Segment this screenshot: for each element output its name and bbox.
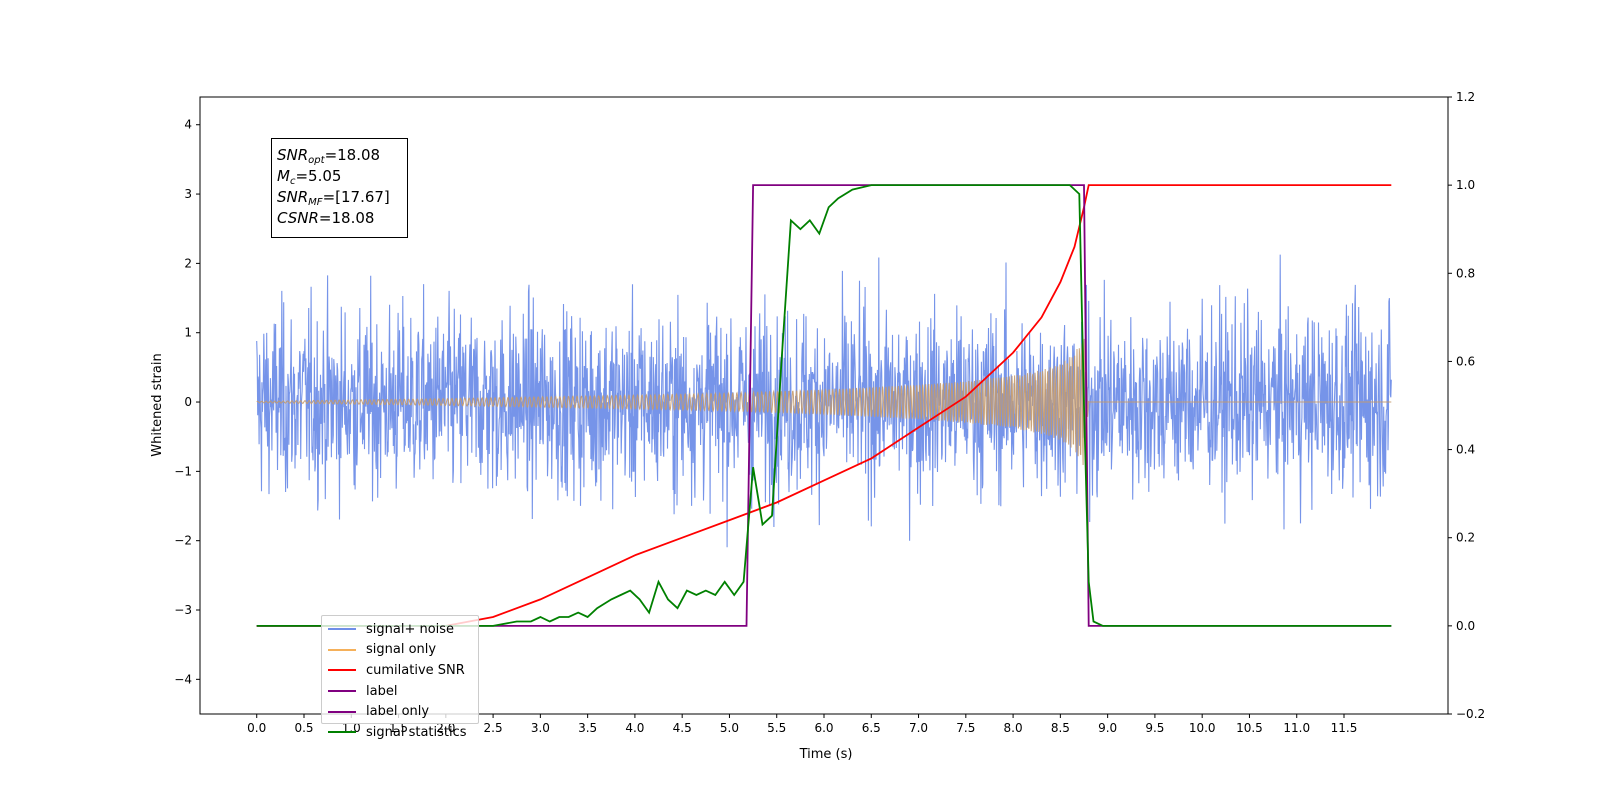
legend-label: signal statistics bbox=[366, 724, 467, 740]
y-left-tick-label: 0 bbox=[184, 395, 192, 409]
x-tick-label: 9.5 bbox=[1145, 721, 1164, 735]
legend-label: signal+ noise bbox=[366, 621, 455, 637]
legend-item-label-only: label only bbox=[328, 701, 472, 722]
x-tick-label: 1.5 bbox=[389, 721, 408, 735]
x-tick-label: 5.0 bbox=[720, 721, 739, 735]
legend-label: signal only bbox=[366, 642, 437, 658]
legend-item-signal-noise: signal+ noise bbox=[328, 619, 472, 640]
legend-item-signal-statistics: signal statistics bbox=[328, 722, 472, 743]
legend-item-signal-only: signal only bbox=[328, 640, 472, 661]
x-tick-label: 8.5 bbox=[1051, 721, 1070, 735]
mc-subscript: c bbox=[289, 176, 296, 187]
y-left-tick-label: 2 bbox=[184, 256, 192, 270]
signal-noise-series bbox=[256, 254, 1392, 548]
legend-label: label bbox=[366, 683, 398, 699]
y-axis-right: −0.2 0.0 0.2 0.4 0.6 0.8 1.0 1.2 bbox=[1448, 90, 1485, 721]
y-right-tick-label: 1.0 bbox=[1456, 178, 1475, 192]
signal-only-series bbox=[256, 338, 1392, 466]
csnr-value: =18.08 bbox=[318, 209, 375, 227]
legend: signal+ noise signal only cumilative SNR… bbox=[321, 615, 479, 740]
signal-only-line bbox=[256, 338, 1392, 466]
x-tick-label: 3.0 bbox=[531, 721, 550, 735]
snr-opt-line: SNRopt=18.08 bbox=[277, 145, 407, 166]
y-left-tick-label: 4 bbox=[184, 118, 192, 132]
csnr-symbol: CSNR bbox=[277, 209, 319, 227]
legend-swatch bbox=[328, 690, 356, 693]
snr-mf-line: SNRMF=[17.67] bbox=[277, 187, 407, 208]
mc-value: =5.05 bbox=[295, 167, 342, 185]
signal-noise-line bbox=[256, 254, 1392, 548]
x-tick-label: 8.0 bbox=[1004, 721, 1023, 735]
y-right-tick-label: 0.4 bbox=[1456, 443, 1475, 457]
y-right-tick-label: 0.8 bbox=[1456, 266, 1475, 280]
x-tick-label: 7.5 bbox=[956, 721, 975, 735]
snr-opt-subscript: opt bbox=[308, 155, 325, 166]
y-left-tick-label: 3 bbox=[184, 187, 192, 201]
x-tick-label: 11.0 bbox=[1283, 721, 1310, 735]
legend-swatch bbox=[328, 669, 356, 672]
x-tick-label: 10.5 bbox=[1236, 721, 1263, 735]
y-left-tick-label: 1 bbox=[184, 326, 192, 340]
y-axis-label: Whitened strain bbox=[150, 353, 165, 456]
legend-swatch bbox=[328, 710, 356, 713]
x-tick-label: 6.0 bbox=[814, 721, 833, 735]
snr-mf-symbol: SNR bbox=[277, 188, 309, 206]
legend-swatch bbox=[328, 731, 356, 734]
snr-info-box: SNRopt=18.08 Mc=5.05 SNRMF=[17.67] CSNR=… bbox=[271, 138, 408, 238]
x-tick-label: 3.5 bbox=[578, 721, 597, 735]
y-right-tick-label: 0.0 bbox=[1456, 619, 1475, 633]
right-axis-series bbox=[256, 184, 1392, 627]
legend-item-label: label bbox=[328, 681, 472, 702]
mc-symbol: M bbox=[277, 167, 290, 185]
x-tick-label: 11.5 bbox=[1331, 721, 1358, 735]
x-tick-label: 9.0 bbox=[1098, 721, 1117, 735]
x-tick-label: 4.5 bbox=[673, 721, 692, 735]
x-tick-label: 5.5 bbox=[767, 721, 786, 735]
legend-swatch bbox=[328, 628, 356, 631]
x-tick-label: 6.5 bbox=[862, 721, 881, 735]
legend-swatch bbox=[328, 648, 356, 651]
legend-label: cumilative SNR bbox=[366, 662, 465, 678]
x-tick-label: 4.0 bbox=[625, 721, 644, 735]
y-right-tick-label: 0.2 bbox=[1456, 531, 1475, 545]
x-tick-label: 10.0 bbox=[1189, 721, 1216, 735]
y-left-tick-label: −4 bbox=[174, 672, 192, 686]
y-axis-left: −4 −3 −2 −1 0 1 2 3 4 bbox=[174, 118, 200, 686]
x-tick-label: 0.5 bbox=[294, 721, 313, 735]
legend-item-cumulative-snr: cumilative SNR bbox=[328, 660, 472, 681]
csnr-line: CSNR=18.08 bbox=[277, 208, 407, 229]
y-left-tick-label: −2 bbox=[174, 534, 192, 548]
x-tick-label: 7.0 bbox=[909, 721, 928, 735]
x-tick-label: 0.0 bbox=[247, 721, 266, 735]
cumilative-snr-line bbox=[256, 184, 1392, 627]
y-left-tick-label: −1 bbox=[174, 464, 192, 478]
mc-line: Mc=5.05 bbox=[277, 166, 407, 187]
signal-statistics-line bbox=[256, 184, 1392, 627]
snr-opt-value: =18.08 bbox=[324, 146, 381, 164]
y-right-tick-label: −0.2 bbox=[1456, 707, 1485, 721]
legend-label: label only bbox=[366, 704, 430, 720]
x-tick-label: 2.0 bbox=[436, 721, 455, 735]
snr-mf-subscript: MF bbox=[308, 197, 323, 208]
y-left-tick-label: −3 bbox=[174, 603, 192, 617]
x-axis-label: Time (s) bbox=[799, 747, 853, 762]
snr-opt-symbol: SNR bbox=[277, 146, 309, 164]
y-right-tick-label: 1.2 bbox=[1456, 90, 1475, 104]
x-tick-label: 2.5 bbox=[484, 721, 503, 735]
y-right-tick-label: 0.6 bbox=[1456, 354, 1475, 368]
snr-mf-value: =[17.67] bbox=[322, 188, 390, 206]
